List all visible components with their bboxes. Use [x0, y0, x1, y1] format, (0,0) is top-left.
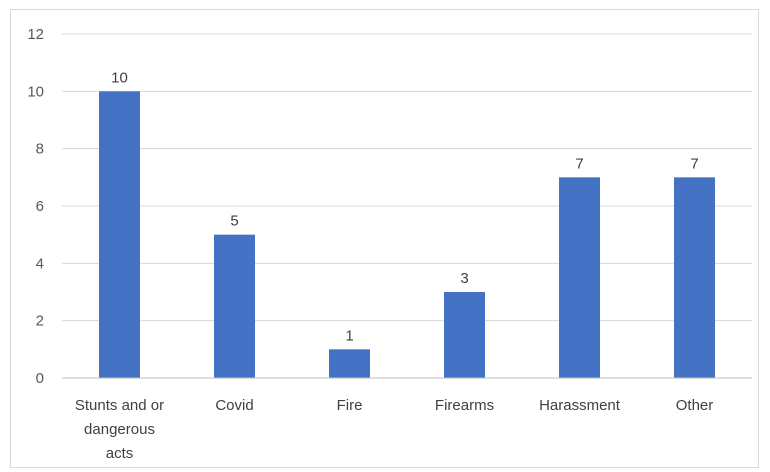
y-tick-label-0: 0 — [36, 370, 44, 387]
y-tick-label-2: 2 — [36, 313, 44, 330]
y-axis-ticks: 0 2 4 6 8 10 12 — [27, 26, 44, 387]
x-axis-categories: Stunts and or dangerous acts Covid Fire Firea… — [75, 397, 713, 462]
bar-0 — [99, 91, 140, 378]
bar-5 — [674, 177, 715, 378]
data-label-0: 10 — [111, 69, 128, 86]
data-label-2: 1 — [345, 327, 353, 344]
y-tick-label-8: 8 — [36, 141, 44, 158]
bars — [99, 91, 715, 378]
data-label-1: 5 — [230, 213, 238, 230]
category-label-0-line-0: Stunts and or — [75, 397, 164, 414]
y-tick-label-6: 6 — [36, 198, 44, 215]
data-label-3: 3 — [460, 270, 468, 287]
category-label-0-line-1: dangerous — [84, 421, 155, 438]
bar-4 — [559, 177, 600, 378]
gridlines — [62, 33, 752, 322]
bar-1 — [214, 234, 255, 378]
category-label-0-line-2: acts — [106, 445, 134, 462]
category-label-2: Fire — [337, 397, 363, 414]
bar-2 — [329, 349, 370, 378]
category-label-5: Other — [676, 397, 714, 414]
category-label-4: Harassment — [539, 397, 621, 414]
y-tick-label-4: 4 — [36, 255, 44, 272]
y-tick-label-10: 10 — [27, 83, 44, 100]
category-label-1: Covid — [215, 397, 253, 414]
bar-3 — [444, 292, 485, 378]
data-label-4: 7 — [575, 155, 583, 172]
y-tick-label-12: 12 — [27, 26, 44, 43]
category-label-3: Firearms — [435, 397, 494, 414]
data-labels: 10 5 1 3 7 7 — [111, 69, 699, 344]
data-label-5: 7 — [690, 155, 698, 172]
